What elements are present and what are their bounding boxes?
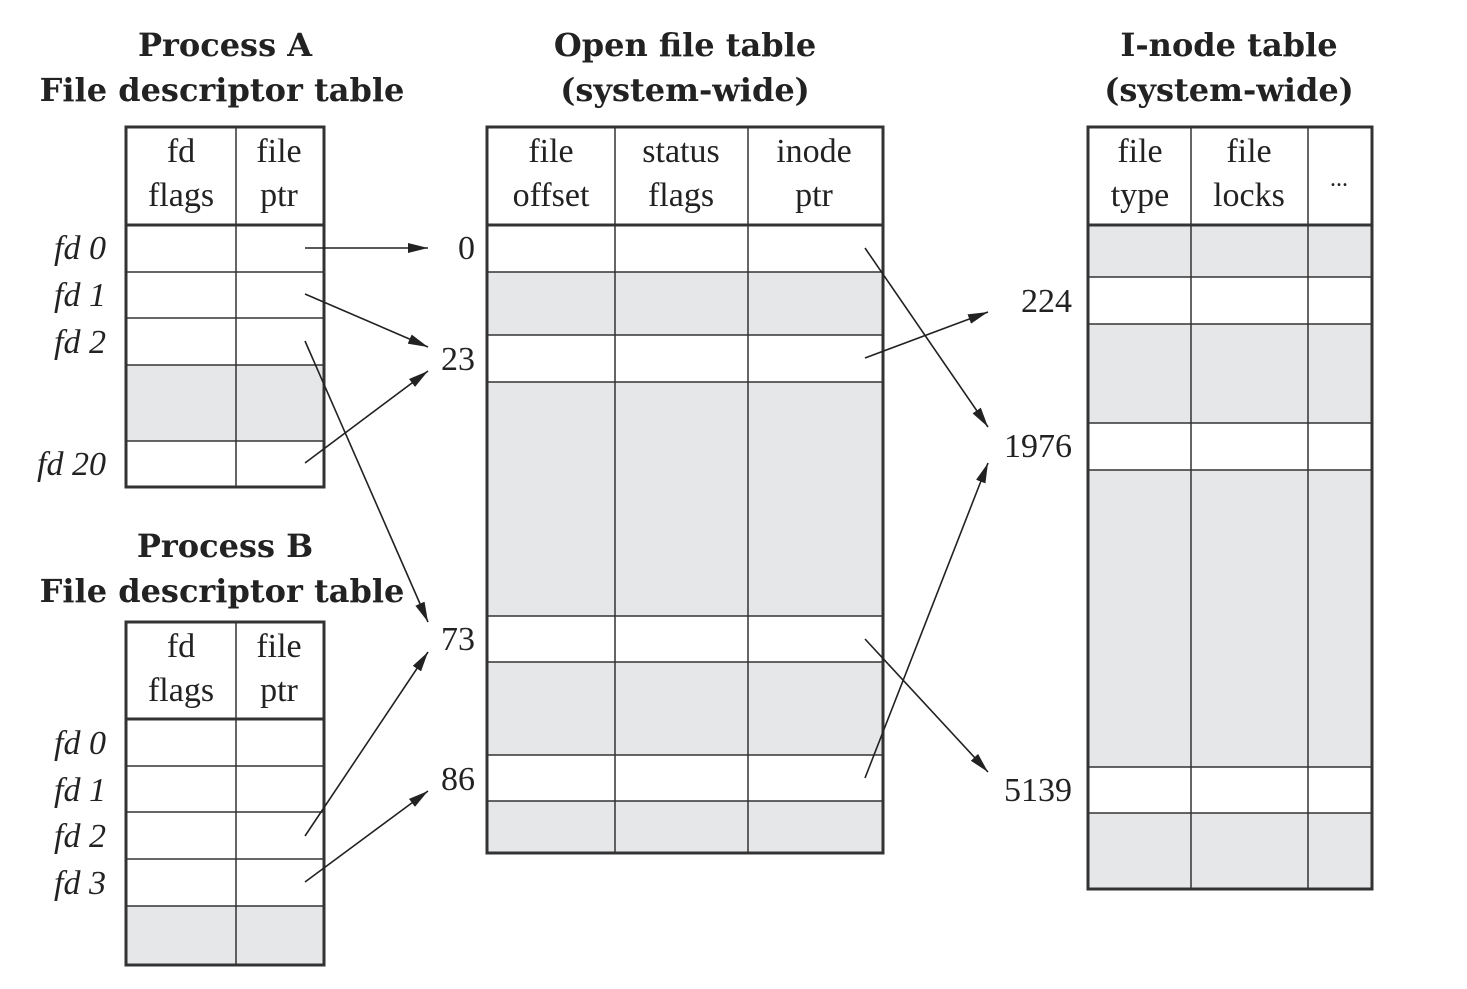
svg-text:ptr: ptr [260,672,298,709]
open-file-col-inode-ptr: inode [776,133,852,170]
inode-table-title: I-node table [1120,26,1337,64]
process-b-table: Process B File descriptor table fd flags… [40,527,405,967]
open-file-table: Open file table (system-wide) file offse… [441,26,885,855]
arrow-b-fd2-to-73 [304,651,429,837]
inode-col-file-type: file [1117,133,1162,170]
open-file-col-offset: file [528,133,573,170]
inode-table: I-node table (system-wide) file type fil… [1004,26,1374,891]
process-b-fd-label: fd 2 [54,818,106,855]
open-file-entry-label: 73 [441,621,475,658]
inode-table-subtitle: (system-wide) [1104,71,1354,109]
inode-col-more: ... [1330,166,1348,192]
process-b-col-fd-flags: fd [167,628,195,665]
open-file-table-subtitle: (system-wide) [560,71,810,109]
process-b-fd-label: fd 3 [54,865,106,902]
process-b-title: Process B [137,527,313,565]
process-a-subtitle: File descriptor table [40,71,405,109]
open-file-entry-label: 0 [458,230,475,267]
process-b-col-file-ptr: file [256,628,301,665]
process-a-table: Process A File descriptor table fd flags… [37,26,405,489]
process-a-fd-label: fd 1 [54,277,106,314]
process-a-fd-label: fd 2 [54,324,106,361]
process-a-title: Process A [138,26,313,64]
inode-entry-label: 224 [1021,283,1072,320]
process-b-fd-label: fd 0 [54,725,106,762]
open-file-entry-label: 23 [441,341,475,378]
inode-entry-label: 5139 [1004,772,1072,809]
svg-text:offset: offset [513,177,590,214]
svg-text:flags: flags [148,177,214,214]
svg-text:flags: flags [148,672,214,709]
arrow-a-fd1-to-23 [304,293,429,348]
process-b-subtitle: File descriptor table [40,572,405,610]
process-b-shaded-row [126,906,324,965]
arrow-ofd23-to-224 [864,311,989,359]
open-file-table-title: Open file table [554,26,816,64]
arrow-b-fd3-to-86 [304,790,429,883]
svg-text:flags: flags [648,177,714,214]
open-file-entry-label: 86 [441,761,475,798]
process-a-col-fd-flags: fd [167,133,195,170]
arrow-ofd0-to-1976 [864,247,989,428]
pointer-arrows [304,243,989,883]
process-b-fd-label: fd 1 [54,772,106,809]
inode-entry-label: 1976 [1004,428,1072,465]
arrow-a-fd20-to-23 [304,370,429,464]
open-file-col-status-flags: status [642,133,719,170]
process-a-fd-label: fd 20 [37,446,106,483]
process-a-col-file-ptr: file [256,133,301,170]
arrow-a-fd2-to-73 [304,340,429,623]
arrow-ofd86-to-1976 [864,462,989,779]
arrow-ofd73-to-5139 [864,638,989,773]
process-a-shaded-gap [126,365,324,441]
inode-col-file-locks: file [1226,133,1271,170]
svg-text:locks: locks [1213,177,1285,214]
process-a-fd-label: fd 0 [54,230,106,267]
svg-text:ptr: ptr [260,177,298,214]
svg-text:type: type [1111,177,1170,214]
svg-text:ptr: ptr [795,177,833,214]
